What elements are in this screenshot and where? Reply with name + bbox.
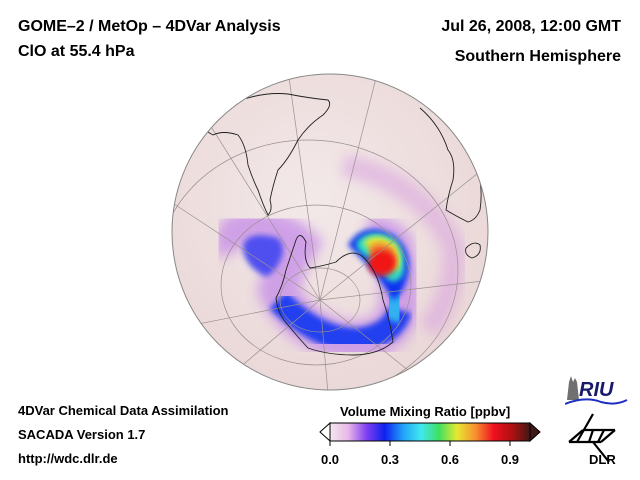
colorbar-max-arrow (529, 421, 541, 443)
riu-text: RIU (579, 379, 614, 401)
footer-line1: 4DVar Chemical Data Assimilation (18, 403, 229, 418)
colorbar-tick-label: 0.6 (440, 452, 460, 467)
south-america-coast (197, 93, 331, 216)
new-zealand-coast (185, 368, 220, 378)
dlr-text: DLR (589, 452, 616, 467)
date-label: Jul 26, 2008, 12:00 GMT (441, 18, 621, 35)
title-line1: GOME–2 / MetOp – 4DVar Analysis (18, 18, 281, 35)
river-wave-icon (565, 398, 628, 405)
title-line2: ClO at 55.4 hPa (18, 43, 135, 60)
cathedral-icon (567, 376, 579, 400)
antarctica-coast (275, 235, 394, 356)
colorbar-gradient (329, 422, 531, 442)
clo-outer-ring (340, 154, 465, 337)
clo-maximum (368, 250, 396, 276)
dlr-logo: DLR (568, 413, 616, 467)
hemisphere-label: Southern Hemisphere (454, 48, 621, 65)
madagascar-coast (465, 242, 481, 259)
footer-line2: SACADA Version 1.7 (18, 427, 146, 442)
footer-link[interactable]: http://wdc.dlr.de (18, 451, 118, 466)
colorbar (319, 421, 541, 446)
dlr-emblem-icon (568, 413, 616, 463)
colorbar-tick-label: 0.0 (320, 452, 340, 467)
colorbar-tick-label: 0.3 (380, 452, 400, 467)
africa-coast (419, 107, 482, 223)
colorbar-title: Volume Mixing Ratio [ppbv] (340, 404, 511, 419)
colorbar-tick-label: 0.9 (500, 452, 520, 467)
colorbar-min-arrow (319, 421, 331, 443)
riu-logo: RIU (565, 376, 628, 405)
clo-vortex-band (215, 209, 420, 361)
globe-map (171, 73, 489, 391)
